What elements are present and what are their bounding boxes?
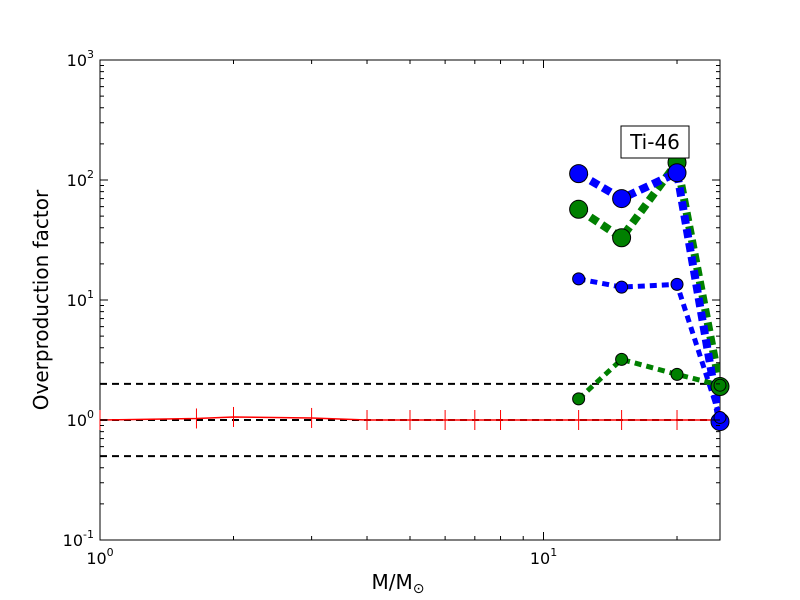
series-line-4 [576, 356, 720, 401]
series-marker-1 [569, 199, 589, 219]
y-tick-label: 103 [67, 48, 94, 70]
series-marker-1 [612, 228, 632, 248]
series-marker-4 [713, 378, 727, 392]
x-tick-label: 101 [530, 546, 557, 568]
x-tick-label: 100 [86, 546, 113, 568]
series-marker-4 [572, 392, 586, 406]
series-marker-2 [569, 164, 589, 184]
y-tick-label: 101 [67, 288, 94, 310]
series-marker-3 [572, 272, 586, 286]
y-tick-label: 102 [67, 168, 94, 190]
annotation-text: Ti-46 [629, 130, 680, 154]
series-line-3 [578, 276, 720, 419]
series-marker-4 [615, 352, 629, 366]
x-axis-label: M/M⊙ [372, 570, 425, 597]
series-marker-3 [670, 277, 684, 291]
y-tick-label: 10-1 [63, 528, 94, 550]
y-axis-label: Overproduction factor [29, 189, 53, 410]
y-tick-label: 100 [67, 408, 94, 430]
annotation-box: Ti-46 [620, 125, 690, 159]
series-marker-3 [713, 410, 727, 424]
x-axis-label-main: M/M [372, 570, 413, 594]
series-marker-2 [667, 163, 687, 183]
plot-area [99, 59, 721, 541]
series-marker-3 [615, 280, 629, 294]
series-marker-2 [612, 189, 632, 209]
sun-symbol: ⊙ [413, 581, 425, 597]
series-marker-4 [670, 367, 684, 381]
